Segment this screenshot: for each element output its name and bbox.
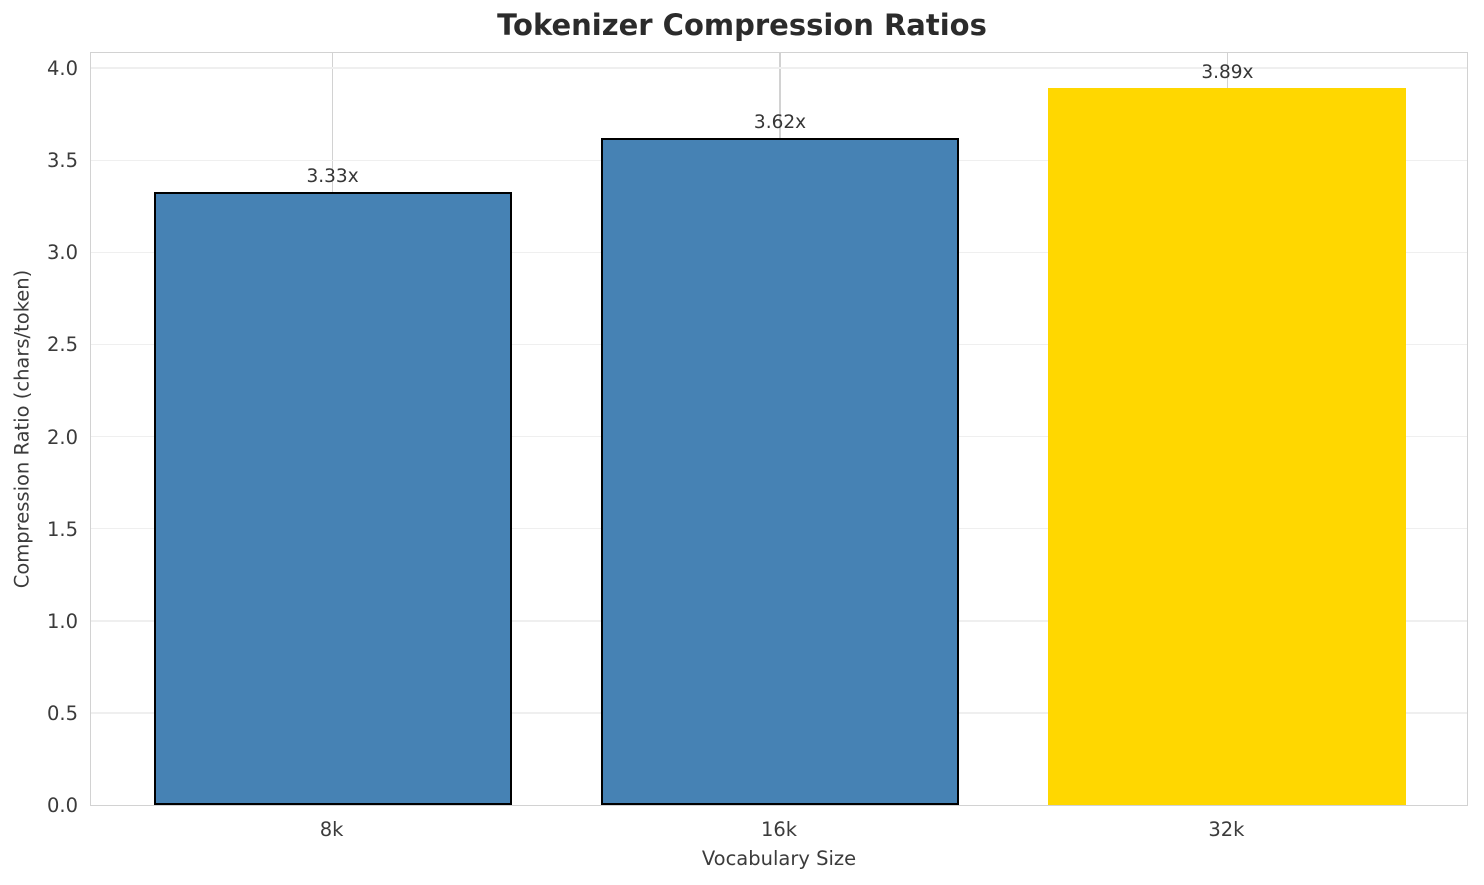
- y-axis-ticks: 0.0 0.5 1.0 1.5 2.0 2.5 3.0 3.5 4.0: [0, 52, 78, 817]
- x-tick-label-8k: 8k: [319, 818, 344, 841]
- x-tick-label-16k: 16k: [760, 818, 798, 841]
- plot-area: 3.33x 3.62x 3.89x: [90, 52, 1468, 806]
- y-tick-label-3.5: 3.5: [46, 149, 78, 173]
- y-tick-label-1.0: 1.0: [46, 609, 78, 633]
- y-tick-label-2.0: 2.0: [46, 425, 78, 449]
- bar-value-label-16k: 3.62x: [753, 112, 807, 134]
- chart-title: Tokenizer Compression Ratios: [497, 8, 987, 42]
- gridline-horizontal: [91, 67, 1467, 69]
- bar-value-label-8k: 3.33x: [306, 165, 359, 187]
- x-tick-label-32k: 32k: [1208, 818, 1245, 841]
- y-tick-label-2.5: 2.5: [46, 333, 78, 357]
- y-tick-label-3.0: 3.0: [46, 241, 78, 265]
- y-tick-label-4.0: 4.0: [46, 57, 78, 81]
- bar-16k: [601, 138, 959, 805]
- x-axis-label: Vocabulary Size: [701, 847, 857, 870]
- bar-value-label-32k: 3.89x: [1201, 62, 1254, 84]
- y-tick-label-0.5: 0.5: [46, 701, 78, 725]
- y-axis-label: Compression Ratio (chars/token): [10, 269, 34, 589]
- y-tick-label-0.0: 0.0: [46, 794, 78, 817]
- bar-8k: [153, 191, 512, 805]
- y-tick-label-1.5: 1.5: [46, 517, 78, 541]
- bar-32k: [1048, 88, 1407, 805]
